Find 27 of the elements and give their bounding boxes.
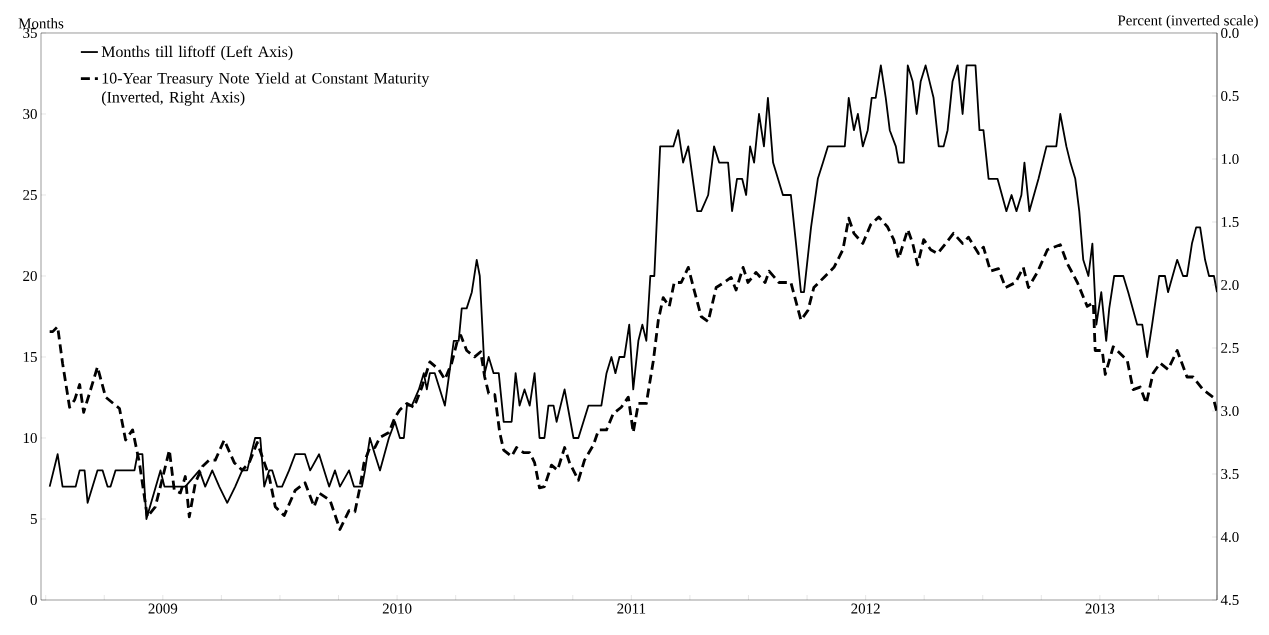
y2-tick-label: 3.5 [1221, 468, 1239, 480]
y-tick-label: 10 [23, 432, 37, 444]
y2-tick-label: 1.5 [1221, 216, 1239, 228]
y2-tick-label: 0.0 [1221, 27, 1239, 39]
x-tick-label: 2011 [617, 603, 646, 614]
y2-axis-title: Percent (inverted scale) [1117, 14, 1258, 29]
y2-tick-label: 2.0 [1221, 279, 1239, 291]
legend-label: Months till liftoff (Left Axis) [101, 45, 293, 61]
y-tick-label: 15 [23, 352, 37, 362]
y-tick-label: 5 [30, 514, 37, 524]
y2-tick-label: 4.5 [1220, 594, 1239, 606]
y2-tick-label: 2.5 [1221, 342, 1239, 354]
y-tick-label: 20 [23, 270, 37, 282]
legend-label: 10-Year Treasury Note Yield at Constant Maturity (Inverted, Right Axis) [101, 72, 430, 106]
y2-tick-label: 0.5 [1221, 90, 1239, 102]
y2-tick-label: 4.0 [1220, 531, 1239, 543]
y2-tick-label: 3.0 [1221, 405, 1239, 417]
y-tick-label: 25 [23, 189, 37, 201]
y-tick-label: 30 [23, 108, 37, 120]
y-axis-title: Months [18, 17, 64, 29]
x-tick-label: 2009 [148, 603, 178, 614]
y-tick-label: 0 [30, 594, 37, 606]
x-tick-label: 2010 [382, 603, 412, 614]
y2-tick-label: 1.0 [1221, 153, 1239, 165]
x-tick-label: 2012 [851, 603, 880, 614]
y-tick-label: 35 [23, 27, 37, 39]
x-tick-label: 2013 [1085, 603, 1115, 614]
